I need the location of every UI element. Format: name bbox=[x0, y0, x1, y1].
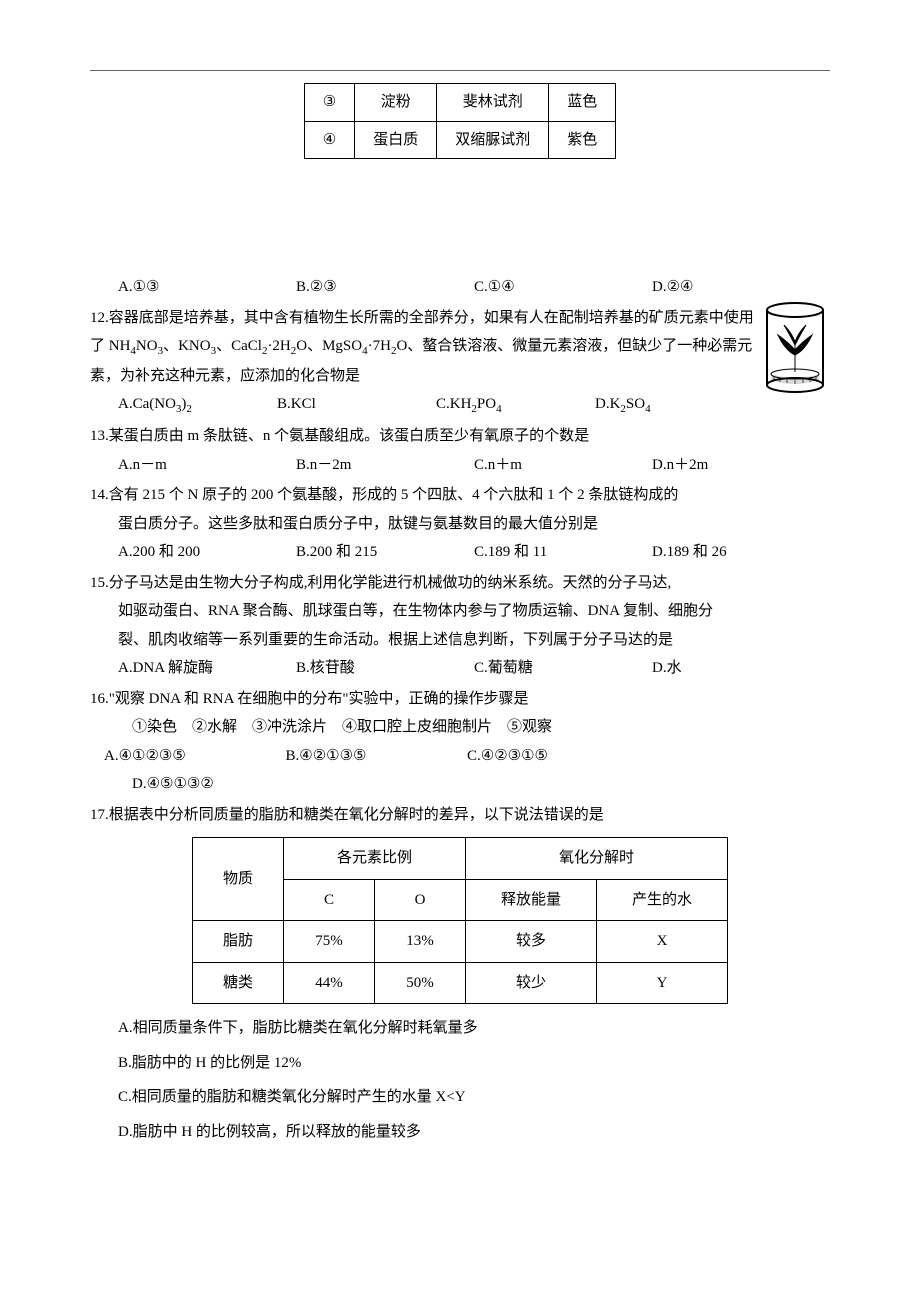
cell-n: ③ bbox=[304, 84, 354, 122]
th-oxidation: 氧化分解时 bbox=[466, 838, 728, 880]
cell: 较少 bbox=[466, 962, 597, 1004]
th-c: C bbox=[284, 879, 375, 921]
q17-num: 17. bbox=[90, 807, 109, 823]
option-c: C.①④ bbox=[474, 273, 652, 302]
th-substance: 物质 bbox=[193, 838, 284, 921]
table-row: ④ 蛋白质 双缩脲试剂 紫色 bbox=[304, 121, 616, 159]
th-elements: 各元素比例 bbox=[284, 838, 466, 880]
cell: 脂肪 bbox=[193, 921, 284, 963]
q16-num: 16. bbox=[90, 691, 109, 707]
option-c: C.KH2PO4 bbox=[436, 390, 595, 420]
option-a: A.④①②③⑤ bbox=[104, 742, 286, 771]
option-c: C.④②③①⑤ bbox=[467, 742, 649, 771]
option-a: A.①③ bbox=[118, 273, 296, 302]
q17-option-b: B.脂肪中的 H 的比例是 12% bbox=[118, 1049, 830, 1078]
th-water: 产生的水 bbox=[597, 879, 728, 921]
cell: 44% bbox=[284, 962, 375, 1004]
table-row: 脂肪 75% 13% 较多 X bbox=[193, 921, 728, 963]
option-d: D.189 和 26 bbox=[652, 538, 830, 567]
th-o: O bbox=[375, 879, 466, 921]
q12-num: 12. bbox=[90, 310, 109, 326]
q16-text: "观察 DNA 和 RNA 在细胞中的分布"实验中，正确的操作步骤是 bbox=[109, 691, 529, 707]
q14-line2: 蛋白质分子。这些多肽和蛋白质分子中，肽键与氨基数目的最大值分别是 bbox=[118, 510, 830, 539]
fat-sugar-table: 物质 各元素比例 氧化分解时 C O 释放能量 产生的水 脂肪 75% 13% … bbox=[192, 837, 728, 1004]
cell-sample: 淀粉 bbox=[355, 84, 437, 122]
option-a: A.n－m bbox=[118, 451, 296, 480]
table-row: ③ 淀粉 斐林试剂 蓝色 bbox=[304, 84, 616, 122]
cell-color: 蓝色 bbox=[549, 84, 616, 122]
cell: X bbox=[597, 921, 728, 963]
q15-num: 15. bbox=[90, 575, 109, 591]
q11-options: A.①③ B.②③ C.①④ D.②④ bbox=[118, 273, 830, 302]
question-17: 17.根据表中分析同质量的脂肪和糖类在氧化分解时的差异，以下说法错误的是 物质 … bbox=[90, 801, 830, 1147]
option-b: B.②③ bbox=[296, 273, 474, 302]
table-header-row: 物质 各元素比例 氧化分解时 bbox=[193, 838, 728, 880]
beaker-plant-icon bbox=[760, 300, 830, 395]
q16-steps: ①染色 ②水解 ③冲洗涂片 ④取口腔上皮细胞制片 ⑤观察 bbox=[132, 713, 830, 742]
q13-options: A.n－m B.n－2m C.n＋m D.n＋2m bbox=[118, 451, 830, 480]
q13-text: 某蛋白质由 m 条肽链、n 个氨基酸组成。该蛋白质至少有氧原子的个数是 bbox=[109, 428, 589, 444]
cell-reagent: 双缩脲试剂 bbox=[437, 121, 549, 159]
option-a: A.Ca(NO3)2 bbox=[118, 390, 277, 420]
option-d: D.②④ bbox=[652, 273, 830, 302]
option-c: C.n＋m bbox=[474, 451, 652, 480]
question-14: 14.含有 215 个 N 原子的 200 个氨基酸，形成的 5 个四肽、4 个… bbox=[90, 481, 830, 567]
q14-options: A.200 和 200 B.200 和 215 C.189 和 11 D.189… bbox=[118, 538, 830, 567]
option-b: B.④②①③⑤ bbox=[286, 742, 468, 771]
option-b: B.n－2m bbox=[296, 451, 474, 480]
q12-text: 容器底部是培养基，其中含有植物生长所需的全部养分，如果有人在配制培养基的矿质元素… bbox=[90, 310, 754, 384]
q15-line3: 裂、肌肉收缩等一系列重要的生命活动。根据上述信息判断，下列属于分子马达的是 bbox=[118, 626, 830, 655]
q17-option-c: C.相同质量的脂肪和糖类氧化分解时产生的水量 X<Y bbox=[118, 1083, 830, 1112]
q12-options: A.Ca(NO3)2 B.KCl C.KH2PO4 D.K2SO4 bbox=[118, 390, 754, 420]
option-c: C.葡萄糖 bbox=[474, 654, 652, 683]
cell-n: ④ bbox=[304, 121, 354, 159]
table-row: 糖类 44% 50% 较少 Y bbox=[193, 962, 728, 1004]
option-a: A.200 和 200 bbox=[118, 538, 296, 567]
cell: 较多 bbox=[466, 921, 597, 963]
cell: 糖类 bbox=[193, 962, 284, 1004]
cell: 50% bbox=[375, 962, 466, 1004]
option-b: B.KCl bbox=[277, 390, 436, 420]
q15-line1: 分子马达是由生物大分子构成,利用化学能进行机械做功的纳米系统。天然的分子马达, bbox=[109, 575, 672, 591]
page: ③ 淀粉 斐林试剂 蓝色 ④ 蛋白质 双缩脲试剂 紫色 A.①③ B.②③ C.… bbox=[0, 0, 920, 1212]
top-rule bbox=[90, 70, 830, 71]
q13-num: 13. bbox=[90, 428, 109, 444]
reagent-table: ③ 淀粉 斐林试剂 蓝色 ④ 蛋白质 双缩脲试剂 紫色 bbox=[304, 83, 617, 159]
th-energy: 释放能量 bbox=[466, 879, 597, 921]
cell-color: 紫色 bbox=[549, 121, 616, 159]
option-c: C.189 和 11 bbox=[474, 538, 652, 567]
q16-options-row1: A.④①②③⑤ B.④②①③⑤ C.④②③①⑤ bbox=[104, 742, 830, 771]
q14-num: 14. bbox=[90, 487, 109, 503]
question-15: 15.分子马达是由生物大分子构成,利用化学能进行机械做功的纳米系统。天然的分子马… bbox=[90, 569, 830, 683]
option-d: D.K2SO4 bbox=[595, 390, 754, 420]
cell-reagent: 斐林试剂 bbox=[437, 84, 549, 122]
option-b: B.200 和 215 bbox=[296, 538, 474, 567]
question-16: 16."观察 DNA 和 RNA 在细胞中的分布"实验中，正确的操作步骤是 ①染… bbox=[90, 685, 830, 799]
q15-options: A.DNA 解旋酶 B.核苷酸 C.葡萄糖 D.水 bbox=[118, 654, 830, 683]
spacer bbox=[90, 163, 830, 273]
option-d: D.水 bbox=[652, 654, 830, 683]
q17-text: 根据表中分析同质量的脂肪和糖类在氧化分解时的差异，以下说法错误的是 bbox=[109, 807, 604, 823]
cell: 75% bbox=[284, 921, 375, 963]
q17-option-a: A.相同质量条件下，脂肪比糖类在氧化分解时耗氧量多 bbox=[118, 1014, 830, 1043]
question-13: 13.某蛋白质由 m 条肽链、n 个氨基酸组成。该蛋白质至少有氧原子的个数是 A… bbox=[90, 422, 830, 479]
q14-line1: 含有 215 个 N 原子的 200 个氨基酸，形成的 5 个四肽、4 个六肽和… bbox=[109, 487, 679, 503]
cell: Y bbox=[597, 962, 728, 1004]
cell: 13% bbox=[375, 921, 466, 963]
option-a: A.DNA 解旋酶 bbox=[118, 654, 296, 683]
option-d: D.④⑤①③② bbox=[132, 770, 830, 799]
option-b: B.核苷酸 bbox=[296, 654, 474, 683]
q17-option-d: D.脂肪中 H 的比例较高，所以释放的能量较多 bbox=[118, 1118, 830, 1147]
question-12: 12.容器底部是培养基，其中含有植物生长所需的全部养分，如果有人在配制培养基的矿… bbox=[90, 304, 830, 421]
q15-line2: 如驱动蛋白、RNA 聚合酶、肌球蛋白等，在生物体内参与了物质运输、DNA 复制、… bbox=[118, 597, 830, 626]
cell-sample: 蛋白质 bbox=[355, 121, 437, 159]
option-d: D.n＋2m bbox=[652, 451, 830, 480]
